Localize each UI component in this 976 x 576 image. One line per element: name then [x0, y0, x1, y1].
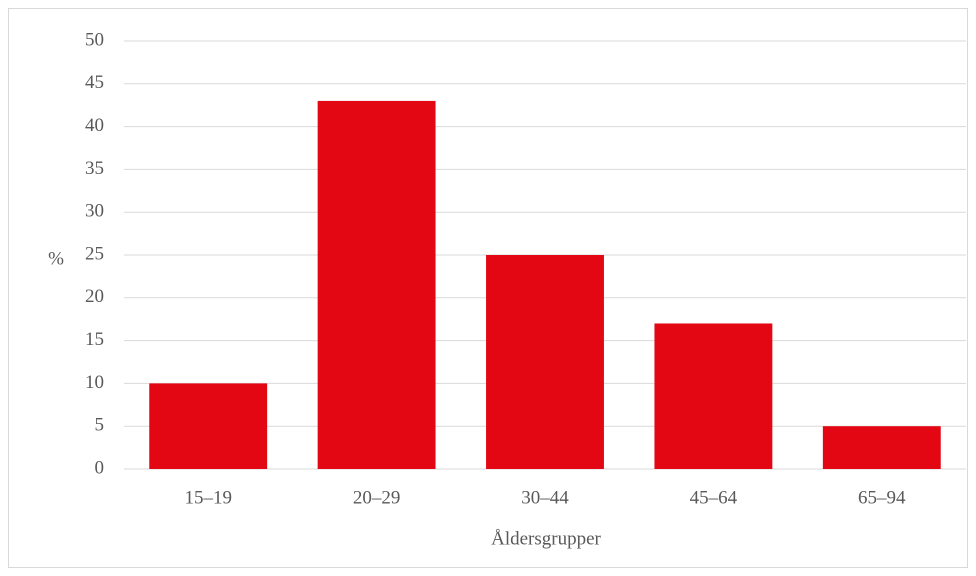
y-tick-label: 45	[85, 72, 104, 93]
bar	[822, 426, 941, 469]
x-axis-label: Åldersgrupper	[491, 528, 601, 549]
y-tick-label: 35	[85, 158, 104, 179]
y-tick-label: 15	[85, 329, 104, 350]
y-tick-label: 20	[85, 286, 104, 307]
bar	[317, 100, 436, 470]
y-tick-label: 25	[85, 243, 104, 264]
bar	[149, 383, 268, 469]
y-tick-label: 5	[95, 415, 105, 436]
y-tick-label: 10	[85, 372, 104, 393]
x-tick-label: 65–94	[858, 487, 906, 508]
y-tick-label: 40	[85, 115, 104, 136]
x-tick-label: 45–64	[690, 487, 738, 508]
y-axis-label: %	[48, 248, 64, 269]
y-tick-label: 50	[85, 29, 104, 50]
x-tick-label: 20–29	[353, 487, 401, 508]
y-tick-label: 0	[95, 457, 105, 478]
y-tick-label: 30	[85, 201, 104, 222]
x-tick-label: 30–44	[521, 487, 569, 508]
x-tick-label: 15–19	[184, 487, 232, 508]
bar	[654, 323, 773, 469]
bar	[486, 255, 604, 469]
